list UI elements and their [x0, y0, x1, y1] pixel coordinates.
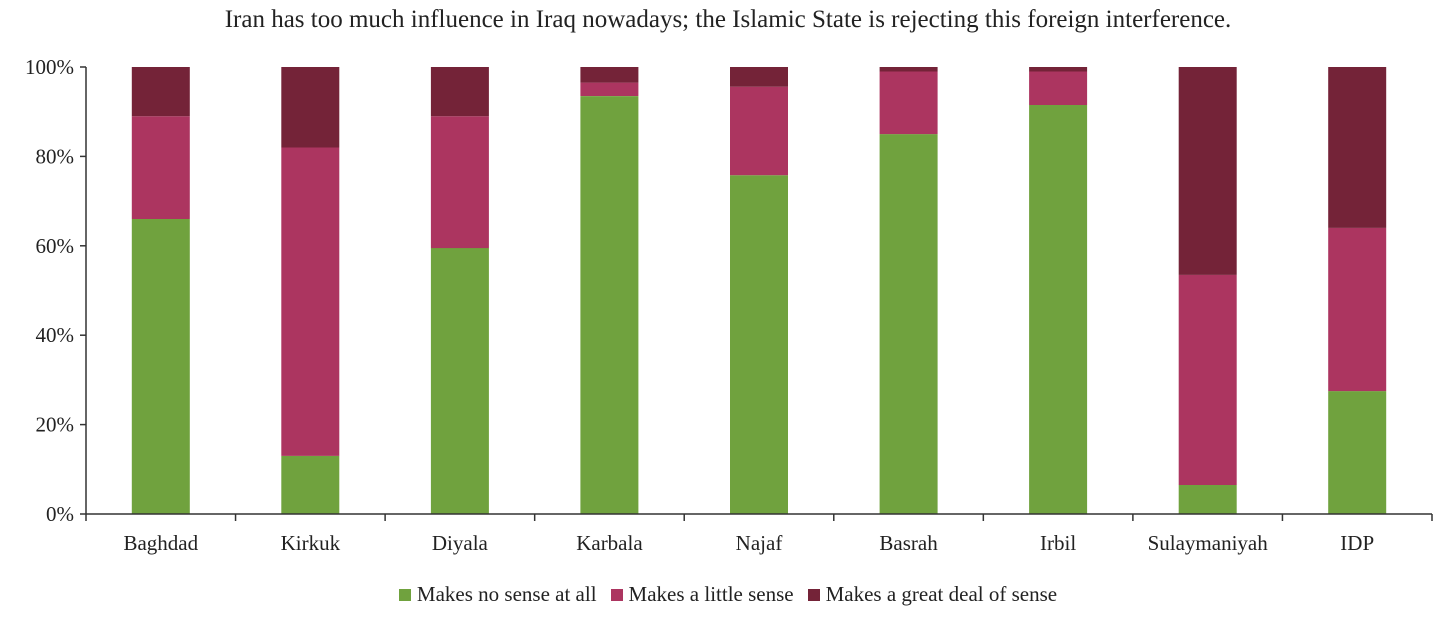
- x-category-label: Irbil: [1040, 531, 1076, 555]
- legend-swatch: [807, 588, 820, 601]
- bar-segment-najaf-2: [730, 67, 788, 87]
- x-category-label: Najaf: [736, 531, 783, 555]
- legend-label: Makes a great deal of sense: [825, 582, 1058, 606]
- legend-item: Makes a great deal of sense: [807, 582, 1058, 607]
- bar-segment-sulaymaniyah-0: [1178, 484, 1237, 514]
- bar-segment-kirkuk-0: [281, 455, 340, 514]
- legend-swatch: [398, 588, 411, 601]
- bar-segment-idp-0: [1328, 391, 1387, 514]
- bar-segment-karbala-2: [580, 67, 639, 83]
- legend-swatch: [610, 588, 623, 601]
- bar-segment-diyala-0: [430, 248, 489, 514]
- axes-group: 0% 20% 40% 60% 80% 100% Baghdad Kirkuk Diyala Kar…: [25, 55, 1433, 555]
- x-category-label: Diyala: [432, 531, 489, 555]
- bar-segment-irbil-1: [1029, 71, 1088, 105]
- x-category-label: IDP: [1340, 531, 1374, 555]
- y-tick-label: 80%: [36, 144, 75, 168]
- legend-item: Makes a little sense: [610, 582, 794, 607]
- bar-segment-diyala-1: [430, 116, 489, 249]
- y-tick-label: 100%: [25, 55, 74, 79]
- bar-segment-basrah-1: [879, 71, 938, 135]
- x-category-label: Karbala: [576, 531, 643, 555]
- legend-label: Makes no sense at all: [416, 582, 597, 606]
- x-category-label: Baghdad: [123, 531, 198, 555]
- chart-title: Iran has too much influence in Iraq nowa…: [224, 6, 1232, 33]
- bar-segment-idp-2: [1328, 67, 1387, 228]
- bar-segment-basrah-0: [879, 134, 938, 514]
- legend: Makes no sense at all Makes a little sens…: [0, 582, 1456, 607]
- bar-segment-baghdad-2: [131, 67, 190, 117]
- x-category-label: Sulaymaniyah: [1148, 531, 1269, 555]
- bar-segment-sulaymaniyah-1: [1178, 274, 1237, 485]
- legend-label: Makes a little sense: [628, 582, 794, 606]
- y-tick-label: 20%: [36, 413, 75, 437]
- bar-segment-sulaymaniyah-2: [1178, 67, 1237, 275]
- y-tick-label: 40%: [36, 323, 75, 347]
- bar-segment-kirkuk-1: [281, 147, 340, 456]
- bar-segment-baghdad-0: [131, 219, 190, 514]
- bar-segment-najaf-0: [730, 175, 788, 514]
- y-tick-label: 0%: [46, 502, 74, 526]
- bar-segment-diyala-2: [430, 67, 489, 117]
- bar-segment-najaf-1: [730, 86, 788, 176]
- bars-group: [131, 67, 1387, 514]
- bar-segment-baghdad-1: [131, 116, 190, 219]
- bar-segment-irbil-0: [1029, 105, 1088, 514]
- bar-segment-karbala-0: [580, 96, 639, 514]
- bar-segment-basrah-2: [879, 67, 938, 72]
- legend-item: Makes no sense at all: [398, 582, 597, 607]
- x-category-label: Basrah: [879, 531, 938, 555]
- bar-segment-idp-1: [1328, 227, 1387, 392]
- x-category-label: Kirkuk: [281, 531, 341, 555]
- y-tick-label: 60%: [36, 234, 75, 258]
- bar-segment-karbala-1: [580, 82, 639, 96]
- bar-segment-irbil-2: [1029, 67, 1088, 72]
- bar-segment-kirkuk-2: [281, 67, 340, 148]
